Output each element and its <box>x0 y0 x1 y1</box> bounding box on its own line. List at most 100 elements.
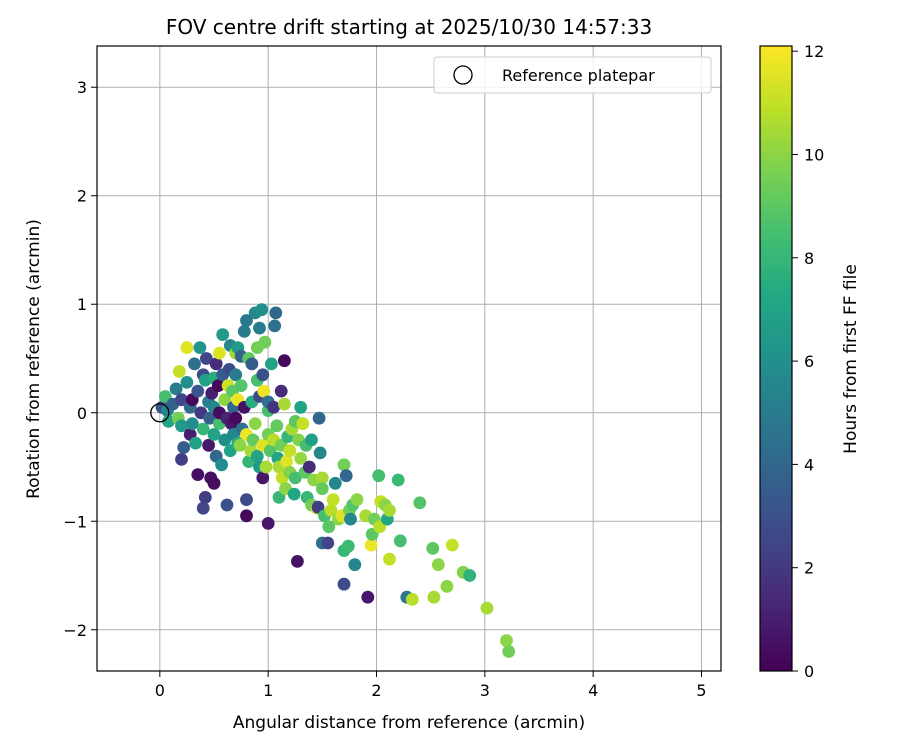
data-point <box>350 493 364 506</box>
data-point <box>272 491 286 504</box>
legend-label-reference: Reference platepar <box>502 66 655 85</box>
data-point <box>268 319 282 333</box>
data-point <box>229 368 243 382</box>
colorbar-tick-label: 0 <box>804 662 814 681</box>
data-point <box>315 471 329 485</box>
data-point <box>211 379 225 392</box>
data-point <box>255 303 269 317</box>
x-tick-label: 0 <box>155 681 165 700</box>
colorbar-gradient <box>759 45 793 672</box>
data-point <box>326 493 340 506</box>
data-point <box>215 458 229 472</box>
data-point <box>172 365 186 378</box>
data-point <box>393 534 407 548</box>
y-tick-label: 2 <box>77 187 87 206</box>
data-point <box>440 580 454 593</box>
data-point <box>196 422 210 436</box>
data-point <box>257 384 271 398</box>
data-point <box>253 321 266 335</box>
data-point <box>240 509 253 523</box>
data-point <box>169 382 183 396</box>
data-point <box>229 411 243 425</box>
data-point <box>248 417 262 430</box>
data-point <box>177 441 191 454</box>
data-point <box>175 393 188 407</box>
data-point <box>216 328 230 341</box>
data-point <box>175 419 188 433</box>
data-point <box>259 460 273 474</box>
colorbar: 0 2 4 6 8 10 12 Hours from first FF file <box>759 42 861 681</box>
colorbar-tick-label: 4 <box>804 455 814 474</box>
data-point <box>348 558 362 572</box>
data-point <box>233 438 247 452</box>
x-axis-label: Angular distance from reference (arcmin) <box>233 713 585 733</box>
x-tick-label: 2 <box>371 681 381 700</box>
data-point <box>191 384 205 398</box>
data-point <box>274 384 288 398</box>
legend-marker-reference-icon <box>453 65 473 85</box>
data-point <box>287 487 301 501</box>
y-axis-ticks: −2 −1 0 1 2 3 <box>63 78 97 640</box>
colorbar-label: Hours from first FF file <box>841 264 861 454</box>
data-point <box>502 645 516 658</box>
data-point <box>196 501 210 515</box>
data-point <box>480 601 494 615</box>
data-point <box>180 376 194 389</box>
data-point <box>361 590 375 604</box>
data-point <box>405 593 419 606</box>
data-point <box>312 411 326 425</box>
data-point <box>278 354 291 368</box>
colorbar-tick-label: 6 <box>804 352 814 371</box>
data-point <box>207 476 221 490</box>
data-point <box>413 496 427 510</box>
data-point <box>220 498 234 512</box>
data-point <box>294 400 308 414</box>
data-point <box>500 634 513 647</box>
data-point <box>270 419 284 433</box>
reference-platepar-marker <box>150 403 170 423</box>
data-point <box>200 352 213 365</box>
legend: Reference platepar <box>433 56 712 94</box>
colorbar-tick-label: 10 <box>804 145 824 164</box>
data-point <box>383 552 396 566</box>
data-point <box>261 517 275 530</box>
data-point <box>234 379 248 392</box>
data-point <box>218 393 232 407</box>
data-point <box>337 458 351 472</box>
data-point <box>328 476 342 490</box>
data-point <box>185 417 199 430</box>
x-axis-ticks: 0 1 2 3 4 5 <box>155 671 707 700</box>
data-point <box>269 306 283 320</box>
data-point <box>193 341 207 354</box>
data-point <box>288 471 302 485</box>
data-points <box>150 303 516 658</box>
y-tick-label: 1 <box>77 295 87 314</box>
data-point <box>302 460 316 474</box>
data-point <box>202 438 216 452</box>
data-point <box>258 335 272 349</box>
data-point <box>291 555 304 568</box>
data-point <box>189 436 203 450</box>
data-point <box>162 415 175 428</box>
colorbar-ticks: 0 2 4 6 8 10 12 <box>792 42 824 681</box>
y-tick-label: −1 <box>63 512 87 531</box>
data-point <box>296 417 310 430</box>
data-point <box>280 455 293 468</box>
data-point <box>283 444 297 458</box>
colorbar-tick-label: 8 <box>804 249 814 268</box>
data-point <box>313 446 327 460</box>
data-point <box>426 542 440 555</box>
data-point <box>250 449 264 463</box>
data-point <box>341 539 355 553</box>
x-tick-label: 5 <box>696 681 706 700</box>
colorbar-tick-label: 12 <box>804 42 824 61</box>
plot-frame <box>96 45 722 672</box>
data-point <box>267 400 280 414</box>
data-point <box>324 504 338 517</box>
data-point <box>364 538 378 552</box>
data-point <box>431 558 445 572</box>
data-point <box>188 357 201 371</box>
data-point <box>339 469 353 483</box>
data-point <box>237 325 251 338</box>
